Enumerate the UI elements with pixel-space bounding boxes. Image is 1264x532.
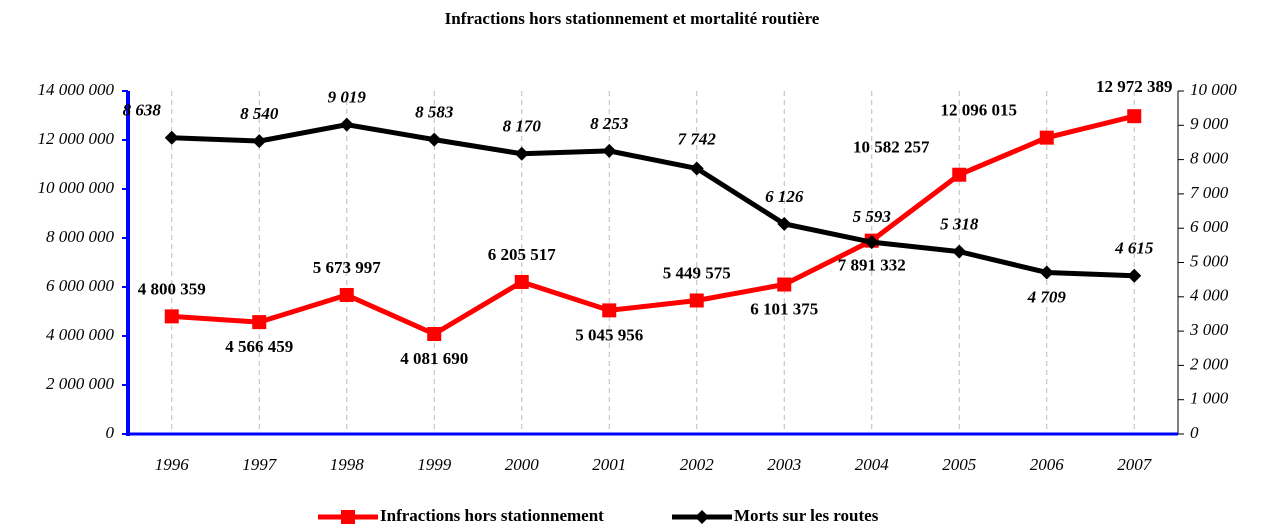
marker [164,309,179,324]
y2-tick-label: 7 000 [1190,183,1229,202]
y-tick-label: 0 [106,423,115,442]
marker [1127,268,1142,283]
marker [952,244,967,259]
y-tick-label: 2 000 000 [46,374,115,393]
marker [602,143,617,158]
marker [777,277,792,292]
data-label: 7 742 [678,129,717,148]
data-label: 6 126 [765,187,804,206]
series-line [171,113,1135,337]
data-label: 5 673 997 [313,258,382,277]
x-tick-label: 1999 [417,455,452,474]
data-label: 5 045 956 [575,325,643,344]
marker [164,130,179,145]
legend-label: Infractions hors stationnement [380,506,604,525]
x-tick-label: 1996 [155,455,190,474]
data-label: 5 593 [853,207,892,226]
x-tick-label: 2001 [592,455,626,474]
y2-tick-label: 2 000 [1190,354,1229,373]
x-tick-label: 2002 [680,455,715,474]
data-label: 9 019 [328,88,367,107]
y-tick-label: 10 000 000 [38,178,115,197]
marker [777,216,792,231]
y2-tick-label: 4 000 [1190,286,1229,305]
x-tick-label: 1997 [242,455,278,474]
data-label: 8 583 [415,103,454,122]
y-tick-label: 12 000 000 [38,129,115,148]
marker [427,132,442,147]
data-label: 12 972 389 [1096,77,1173,96]
marker [689,293,704,308]
data-label: 6 205 517 [488,245,557,264]
data-label: 8 540 [240,104,279,123]
y2-tick-label: 9 000 [1190,114,1229,133]
marker [1039,130,1054,145]
marker [514,146,529,161]
y2-tick-label: 0 [1190,423,1199,442]
data-label: 8 638 [123,101,162,120]
marker [864,235,879,250]
x-tick-label: 2006 [1030,455,1065,474]
marker [252,315,267,330]
y2-tick-label: 1 000 [1190,389,1229,408]
data-label: 4 709 [1027,287,1067,306]
y2-tick-label: 6 000 [1190,217,1229,236]
data-label: 7 891 332 [838,256,906,275]
data-label: 4 566 459 [225,337,293,356]
marker [339,117,354,132]
data-label: 8 253 [590,114,629,133]
y2-tick-label: 10 000 [1190,80,1237,99]
x-tick-label: 2007 [1117,455,1153,474]
y-tick-label: 8 000 000 [46,227,115,246]
x-tick-label: 2000 [505,455,540,474]
data-label: 6 101 375 [750,299,818,318]
data-label: 10 582 257 [853,138,930,157]
data-label: 5 318 [940,214,979,233]
marker [1127,109,1142,124]
x-tick-label: 2005 [942,455,976,474]
legend-label: Morts sur les routes [734,506,879,525]
marker [952,167,967,182]
x-tick-label: 2004 [855,455,890,474]
y-tick-label: 4 000 000 [46,325,115,344]
marker [602,303,617,318]
marker [1039,265,1054,280]
legend-marker [341,510,355,524]
marker [339,287,354,302]
x-tick-label: 1998 [330,455,365,474]
chart-title: Infractions hors stationnement et mortal… [445,9,820,28]
y-tick-label: 14 000 000 [38,80,115,99]
data-label: 12 096 015 [941,101,1018,120]
marker [252,134,267,149]
data-label: 4 615 [1114,239,1154,258]
y2-tick-label: 8 000 [1190,149,1229,168]
y-tick-label: 6 000 000 [46,276,115,295]
marker [514,274,529,289]
legend-marker [695,510,709,524]
data-label: 8 170 [503,117,542,136]
marker [689,161,704,176]
series-line [171,122,1135,279]
data-label: 5 449 575 [663,263,731,282]
y2-tick-label: 3 000 [1189,320,1229,339]
y2-tick-label: 5 000 [1190,251,1229,270]
data-label: 4 800 359 [138,279,206,298]
marker [427,326,442,341]
x-tick-label: 2003 [767,455,801,474]
data-label: 4 081 690 [400,349,468,368]
